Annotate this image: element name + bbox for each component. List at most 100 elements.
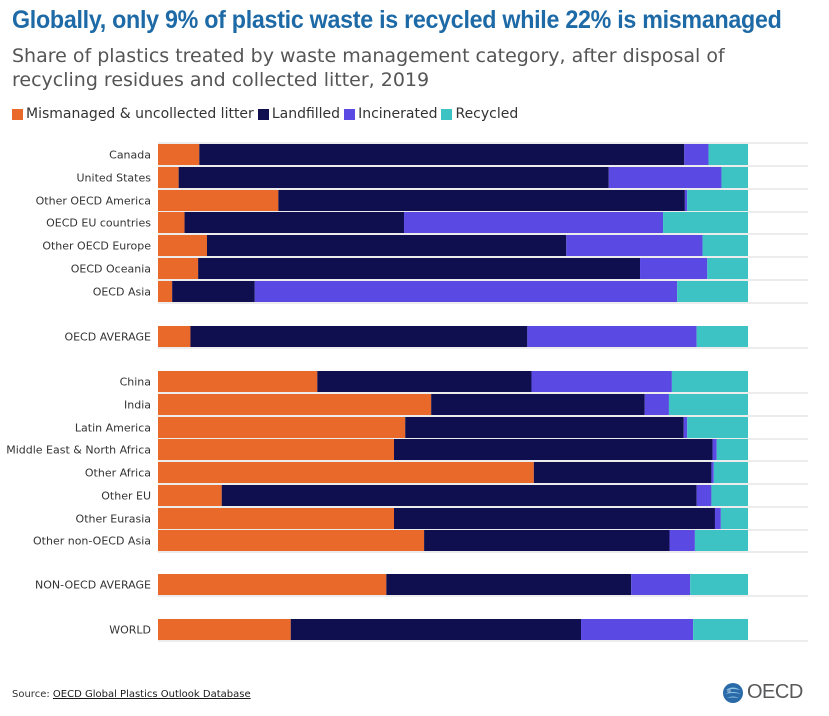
bar-segment [158, 394, 432, 415]
bar-segment [533, 462, 712, 483]
legend-item: Mismanaged & uncollected litter [12, 106, 254, 122]
bar-segment [158, 439, 394, 460]
bar-segment [158, 144, 200, 165]
bar-segment [184, 212, 405, 233]
bar-segment [677, 281, 748, 302]
bar-segment [694, 530, 748, 551]
bar-segment [158, 530, 425, 551]
legend-swatch [441, 108, 453, 120]
bar-segment [714, 508, 721, 529]
globe-icon [723, 682, 743, 703]
legend: Mismanaged & uncollected litter Landfille… [12, 104, 522, 124]
bar-segment [158, 574, 387, 595]
bar-segment [581, 619, 694, 640]
legend-label: Landfilled [271, 106, 341, 122]
legend-item: Recycled [441, 106, 518, 122]
category-label: Other EU [101, 490, 151, 503]
category-label: OECD Oceania [71, 263, 151, 276]
bar-segment [711, 462, 714, 483]
category-label: Middle East & North Africa [6, 444, 151, 457]
bar-segment [687, 417, 748, 438]
bar-segment [158, 619, 291, 640]
bar-segment [158, 417, 406, 438]
bar-segment [158, 258, 199, 279]
category-label: NON-OECD AVERAGE [35, 579, 151, 592]
bar-segment [684, 144, 709, 165]
chart-title: Globally, only 9% of plastic waste is re… [12, 6, 782, 34]
bar-segment [158, 371, 318, 392]
bar-segment [713, 462, 748, 483]
legend-item: Landfilled [257, 106, 341, 122]
bar-segment [278, 190, 685, 211]
bar-segment [707, 258, 748, 279]
source-link[interactable]: OECD Global Plastics Outlook Database [52, 689, 251, 700]
bar-segment [198, 258, 641, 279]
bar-segment [720, 508, 748, 529]
bar-segment [158, 212, 185, 233]
category-label: OECD Asia [93, 286, 151, 299]
category-label: Latin America [75, 422, 151, 435]
bar-segment [317, 371, 532, 392]
bar-segment [158, 281, 173, 302]
category-label: India [124, 399, 151, 412]
bar-segment [158, 462, 534, 483]
bar-segment [669, 530, 695, 551]
source-label: Source: [12, 689, 53, 700]
legend-label: Mismanaged & uncollected litter [26, 106, 254, 122]
category-label: Other non-OECD Asia [33, 535, 151, 548]
bar-segment [158, 190, 279, 211]
category-label: Other Eurasia [76, 513, 151, 526]
bar-segment [172, 281, 255, 302]
category-label: WORLD [109, 624, 151, 637]
bar-segment [254, 281, 678, 302]
bar-segment [684, 190, 688, 211]
category-label: OECD EU countries [46, 217, 151, 230]
bar-segment [405, 417, 684, 438]
bar-segment [566, 235, 703, 256]
bar-segment [696, 326, 748, 347]
bar-segment [668, 394, 748, 415]
bar-segment [424, 530, 670, 551]
oecd-logo: OECD [722, 681, 803, 704]
bar-segment [158, 508, 394, 529]
bar-segment [206, 235, 567, 256]
bar-segment [290, 619, 582, 640]
bar-segment [687, 190, 748, 211]
bar-segment [386, 574, 632, 595]
category-label: United States [77, 172, 152, 185]
bar-segment [683, 417, 688, 438]
category-label: OECD AVERAGE [64, 331, 151, 344]
category-label: Canada [109, 149, 151, 162]
bar-segment [640, 258, 708, 279]
stacked-bar-chart: Canada United States Other OECD America OEC… [6, 142, 808, 642]
bar-segment [178, 167, 609, 188]
bar-segment [644, 394, 669, 415]
bar-segment [663, 212, 748, 233]
bar-segment [221, 485, 697, 506]
oecd-logo-text: OECD [747, 681, 803, 703]
bar-segment [158, 167, 179, 188]
bar-segment [527, 326, 697, 347]
bar-segment [693, 619, 748, 640]
legend-item: Incinerated [344, 106, 437, 122]
bar-segment [531, 371, 672, 392]
bar-segment [158, 326, 191, 347]
bar-segment [708, 144, 748, 165]
bar-segment [716, 439, 748, 460]
bar-segment [712, 439, 717, 460]
legend-label: Incinerated [358, 106, 438, 122]
bar-segment [608, 167, 722, 188]
bar-segment [631, 574, 691, 595]
legend-label: Recycled [455, 106, 519, 122]
category-label: Other Africa [85, 467, 151, 480]
bar-segment [394, 508, 715, 529]
bar-segment [158, 485, 222, 506]
source-note: Source: OECD Global Plastics Outlook Dat… [12, 689, 251, 700]
category-label: China [120, 376, 151, 389]
legend-swatch [344, 108, 356, 120]
bar-segment [721, 167, 748, 188]
chart-subtitle: Share of plastics treated by waste manag… [12, 45, 725, 91]
legend-swatch [257, 108, 269, 120]
bar-segment [690, 574, 748, 595]
bar-segment [696, 485, 712, 506]
